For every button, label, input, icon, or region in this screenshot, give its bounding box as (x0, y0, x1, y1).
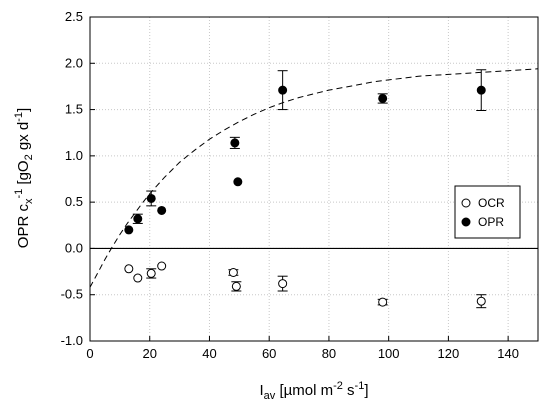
x-tick-label: 80 (322, 346, 336, 361)
x-tick-label: 40 (202, 346, 216, 361)
y-label-end: ] (15, 108, 32, 112)
x-label-mid: s (343, 382, 355, 399)
x-tick-label: 120 (438, 346, 460, 361)
data-point-opr (378, 93, 388, 103)
legend-box (454, 185, 521, 239)
legend-marker-opr (461, 217, 471, 227)
y-tick-label: 0.0 (65, 240, 83, 255)
y-label-sub1: x (23, 198, 35, 204)
x-label-sup1: -2 (333, 380, 343, 392)
plot-frame (89, 16, 539, 342)
data-points (124, 69, 487, 309)
y-axis-label: OPR cx-1 [gO2 gx d-1] (13, 108, 35, 248)
x-label-sub: av (264, 390, 276, 402)
x-tick-label: 140 (497, 346, 519, 361)
data-point-opr (133, 214, 143, 224)
data-point-ocr (476, 296, 486, 306)
x-tick-label: 0 (86, 346, 93, 361)
data-point-opr (230, 138, 240, 148)
y-tick-label: -0.5 (61, 287, 83, 302)
data-point-opr (124, 225, 134, 235)
y-tick-label: -1.0 (61, 333, 83, 348)
x-label-main: I (259, 382, 263, 399)
data-point-opr (278, 85, 288, 95)
y-tick-label: 0.5 (65, 194, 83, 209)
data-point-ocr (228, 267, 238, 277)
data-point-opr (233, 177, 243, 187)
fit-curve (89, 68, 539, 288)
data-point-opr (146, 193, 156, 203)
y-tick-label: 1.5 (65, 102, 83, 117)
x-label-end: ] (364, 382, 368, 399)
data-point-ocr (378, 297, 388, 307)
legend: OCR OPR (454, 185, 521, 239)
y-label-sub2: 2 (23, 154, 35, 160)
x-axis-label: Iav [µmol m-2 s-1] (259, 380, 368, 402)
y-tick-label: 1.0 (65, 148, 83, 163)
y-label-sup1: -1 (13, 189, 25, 199)
series-ocr (124, 261, 487, 309)
data-point-ocr (278, 279, 288, 289)
y-tick-label: 2.0 (65, 55, 83, 70)
data-point-ocr (124, 264, 134, 274)
grid (89, 16, 538, 342)
series-opr (124, 69, 487, 235)
x-tick-label: 20 (142, 346, 156, 361)
x-tick-label: 100 (378, 346, 400, 361)
data-point-opr (476, 85, 486, 95)
legend-marker-ocr (461, 198, 471, 208)
x-tick-label: 60 (262, 346, 276, 361)
y-label-main: OPR c (15, 204, 32, 249)
data-point-ocr (146, 268, 156, 278)
data-point-ocr (133, 273, 143, 283)
y-tick-label: 2.5 (65, 9, 83, 24)
x-label-rest: [µmol m (275, 382, 333, 399)
legend-label-ocr: OCR (478, 196, 505, 210)
y-label-mid1: [gO (15, 160, 32, 188)
axis-ticks: 0 20 40 60 80 100 120 140 -1.0 -0.5 0.0 0.5 1.0 1.5 2.… (61, 9, 519, 361)
data-point-ocr (157, 261, 167, 271)
y-label-sup2: -1 (13, 112, 25, 122)
data-point-opr (157, 205, 167, 215)
y-label-mid2: gx d (15, 122, 32, 155)
data-point-ocr (231, 281, 241, 291)
legend-label-opr: OPR (478, 215, 504, 229)
x-label-sup2: -1 (355, 380, 365, 392)
